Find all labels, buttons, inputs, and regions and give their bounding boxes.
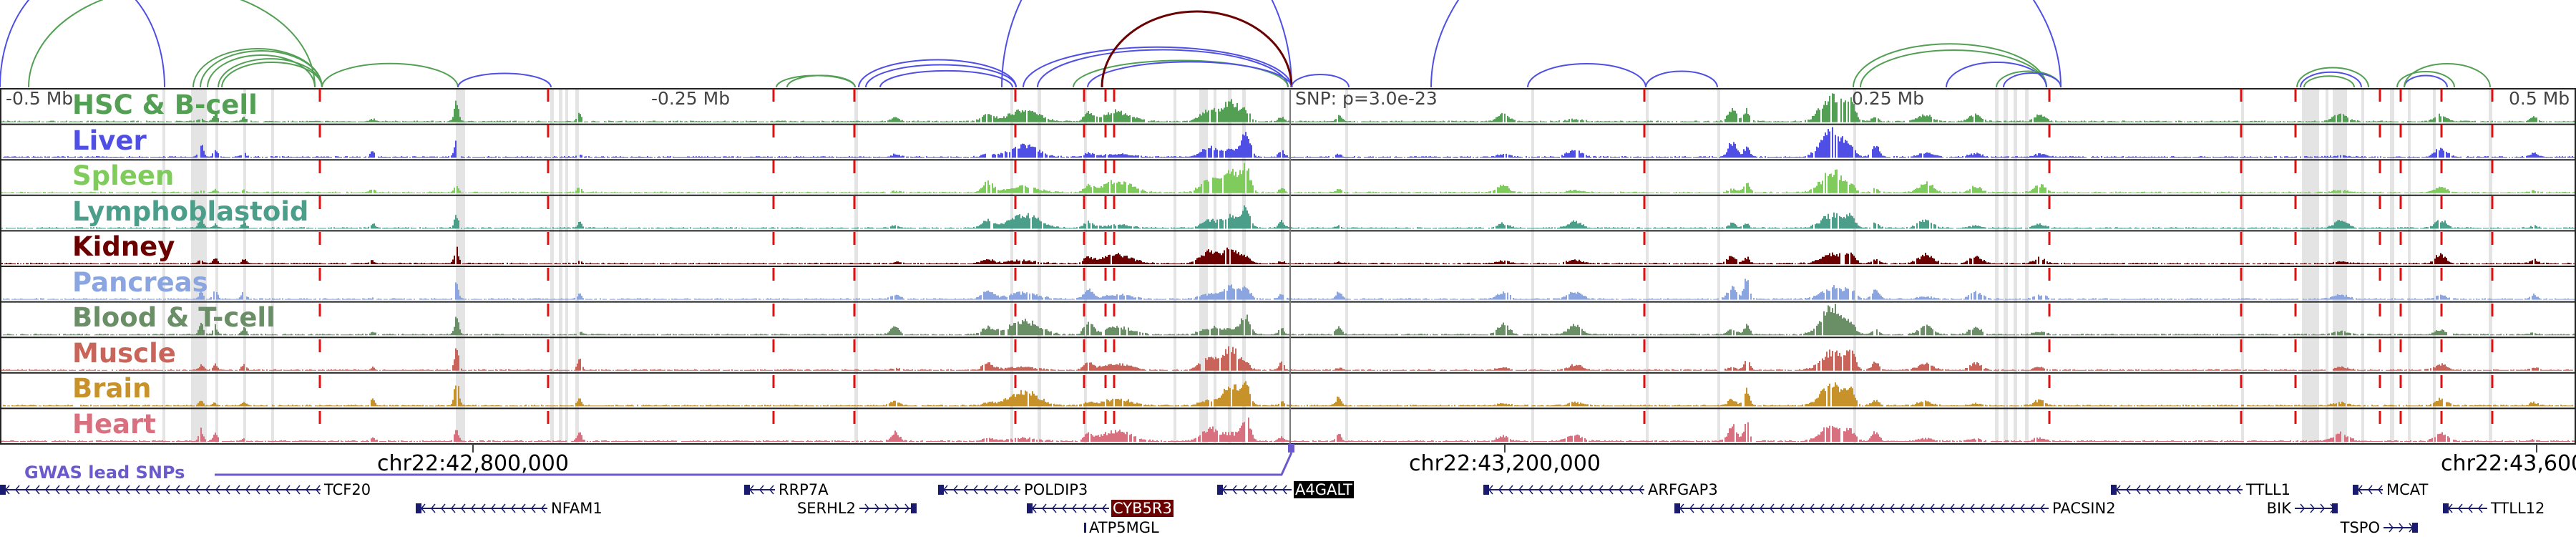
gene-label-serhl2[interactable]: SERHL2 [796, 500, 856, 517]
axis-label-minus-0-5mb: -0.5 Mb [6, 88, 74, 109]
chromatin-loop-arc [2303, 75, 2355, 88]
gene-label-ttll1[interactable]: TTLL1 [2246, 481, 2291, 498]
gwas-track-label: GWAS lead SNPs [24, 463, 185, 483]
chromatin-loop-arc [1291, 74, 1350, 88]
chromatin-loop-arc [1645, 70, 1718, 88]
chromatin-loop-arc [1087, 61, 1292, 88]
gene-exon [0, 485, 6, 495]
track-label-kidney: Kidney [72, 231, 175, 262]
chromatin-loop-arc [1001, 0, 1292, 88]
chromatin-loop-arc [1946, 62, 2047, 88]
track-label-lymphoblastoid: Lymphoblastoid [72, 196, 309, 227]
gene-exon [1027, 503, 1033, 513]
gene-label-bik[interactable]: BIK [2266, 500, 2291, 517]
signal-track-9 [1, 417, 2575, 442]
gene-exon [2443, 503, 2449, 513]
gene-label-ttll12[interactable]: TTLL12 [2491, 500, 2545, 517]
gene-exon [2332, 503, 2338, 513]
chromatin-loop-arc [0, 0, 165, 88]
chromatin-loop-arc [207, 54, 316, 88]
signal-track-3 [1, 205, 2575, 229]
chromatin-loop-arc [1023, 46, 1292, 88]
chromatin-loop-arc [865, 64, 1017, 88]
chromatin-loop-arc [2003, 72, 2062, 88]
gene-exon [2353, 485, 2358, 495]
chromatin-loop-arc [2396, 71, 2455, 88]
strand-chevron-icon [864, 503, 909, 513]
track-label-brain: Brain [72, 373, 152, 404]
chromatin-loop-arc [1430, 0, 2062, 88]
chromatin-loop-arc [1037, 49, 1289, 88]
chromatin-loop-arc [321, 62, 459, 88]
gene-label-tspo[interactable]: TSPO [2340, 519, 2380, 536]
signal-track-2 [1, 163, 2575, 193]
gene-label-atp5mgl[interactable]: ATP5MGL [1089, 519, 1159, 536]
coordinate-tick-label: chr22:43,600,000 [2441, 451, 2576, 476]
axis-label-0-5mb: 0.5 Mb [2509, 88, 2570, 109]
gene-exon [1084, 523, 1086, 533]
gene-exon [416, 503, 421, 513]
gene-exon [911, 503, 917, 513]
gene-exon [1674, 503, 1680, 513]
gene-exon [938, 485, 944, 495]
chromatin-loop-arc [786, 74, 856, 88]
axis-label-0-25mb: 0.25 Mb [1852, 88, 1925, 109]
chromatin-loop-arc [1073, 59, 1289, 88]
gene-exon [1217, 485, 1223, 495]
gene-label-poldip3[interactable]: POLDIP3 [1024, 481, 1088, 498]
chromatin-loop-arc [218, 58, 323, 88]
track-label-muscle: Muscle [72, 338, 176, 369]
gene-exon [2412, 523, 2418, 533]
chromatin-loop-arc [2404, 74, 2448, 88]
gene-exon [744, 485, 750, 495]
gwas-connector-line [215, 452, 1293, 476]
track-label-spleen: Spleen [72, 160, 175, 191]
signal-track-4 [1, 246, 2575, 264]
chromatin-loop-arc [2296, 67, 2369, 88]
gene-label-nfam1[interactable]: NFAM1 [551, 500, 602, 517]
gene-label-cyb5r3[interactable]: CYB5R3 [1111, 500, 1174, 517]
gene-label-a4galt[interactable]: A4GALT [1294, 481, 1355, 498]
chromatin-loop-arc [200, 50, 323, 88]
chromatin-loop-arc [1860, 49, 2047, 88]
gene-label-tcf20[interactable]: TCF20 [324, 481, 371, 498]
signal-track-0 [1, 93, 2575, 122]
signal-track-1 [3, 127, 2575, 158]
coordinate-tick-label: chr22:43,200,000 [1409, 451, 1601, 476]
track-label-heart: Heart [72, 409, 156, 440]
chromatin-loop-arc [858, 59, 1017, 88]
gene-exon [1483, 485, 1489, 495]
track-label-hsc-bcell: HSC & B-cell [72, 90, 258, 120]
gene-label-mcat[interactable]: MCAT [2386, 481, 2429, 498]
chromatin-loop-arc [879, 69, 1013, 88]
signal-track-5 [3, 279, 2575, 300]
signal-track-6 [3, 304, 2575, 336]
chromatin-loop-arc [2404, 63, 2491, 88]
chromatin-loop-arc [221, 62, 323, 88]
snp-pvalue-label: SNP: p=3.0e-23 [1295, 88, 1438, 109]
gene-exon [2111, 485, 2117, 495]
chromatin-loop-arc [1853, 43, 2047, 88]
chromatin-loop-arc [457, 72, 552, 88]
signal-track-7 [1, 346, 2573, 371]
axis-label-minus-0-25mb: -0.25 Mb [651, 88, 731, 109]
gene-label-pacsin2[interactable]: PACSIN2 [2052, 500, 2116, 517]
strand-chevron-icon [2300, 503, 2335, 513]
signal-track-8 [3, 381, 2573, 407]
chromatin-loop-arc [1527, 63, 1646, 88]
track-label-pancreas: Pancreas [72, 267, 208, 298]
gene-label-arfgap3[interactable]: ARFGAP3 [1648, 481, 1718, 498]
gwas-lead-snp-marker [1288, 444, 1294, 453]
track-label-liver: Liver [72, 125, 147, 156]
chromatin-loop-arc [28, 0, 316, 88]
gene-label-rrp7a[interactable]: RRP7A [779, 481, 829, 498]
chromatin-loop-arc [2300, 71, 2362, 88]
coordinate-tick-label: chr22:42,800,000 [377, 451, 569, 476]
track-label-blood-tcell: Blood & T-cell [72, 302, 275, 333]
chromatin-loop-arc [1101, 10, 1293, 88]
